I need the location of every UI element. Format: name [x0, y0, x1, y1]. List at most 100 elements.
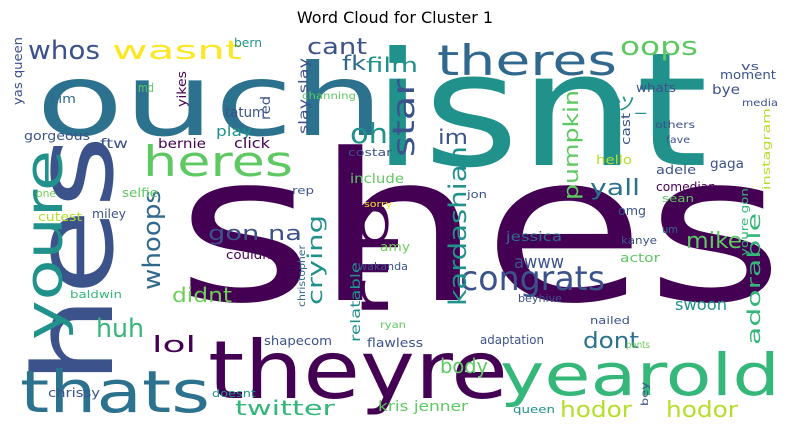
word-hodor-18: hodor	[560, 398, 633, 423]
word-pants-77: pants	[626, 340, 650, 351]
word-hes-5: hes	[10, 135, 138, 385]
word-isnt-1: isnt	[372, 19, 708, 203]
word-beyhive-79: beyhive	[518, 292, 562, 305]
word-ryan-70: ryan	[380, 320, 406, 331]
word-cast-91: cast	[619, 113, 633, 145]
word-comedian-87: comedian	[656, 180, 716, 194]
word-film-36: film	[366, 53, 418, 77]
word-bey-78: bey	[640, 382, 651, 406]
word-rip-10: rip	[344, 198, 400, 318]
word-jessica-80: jessica	[505, 230, 562, 245]
word-jon-86: jon	[466, 188, 487, 201]
word-huh-21: huh	[96, 314, 144, 344]
word-crying-25: crying	[303, 215, 327, 305]
word-christopher-67: christopher	[297, 244, 308, 307]
word-queen-74: queen	[513, 403, 555, 416]
word-red-47: red	[259, 96, 274, 120]
word-fave-92: fave	[666, 135, 690, 146]
word-couldnt-63: couldnt	[226, 248, 276, 262]
word-whos-12: whos	[28, 36, 100, 66]
word-congrats-11: congrats	[460, 259, 605, 299]
word-star-16: star	[387, 78, 422, 157]
word-youre-7: youre	[15, 150, 75, 340]
word-vs-98: vs	[741, 60, 759, 73]
word-ouch-2: ouch	[36, 42, 384, 159]
word-bernie-44: bernie	[158, 137, 206, 152]
word-youre-gon-95: youre gon	[738, 188, 751, 256]
word-um-83: um	[662, 223, 678, 236]
word-relatable-41: relatable	[349, 262, 364, 342]
word-tatum-42: tatum	[225, 105, 265, 121]
word-lol-26: lol	[152, 333, 196, 358]
word-yearold-4: yearold	[500, 341, 780, 409]
word-kardashian-15: kardashian	[444, 146, 472, 306]
word-yas-queen-53: yas queen	[11, 37, 25, 105]
word-nailed-76: nailed	[590, 314, 630, 327]
word-sean-84: sean	[662, 192, 694, 205]
word-oops-14: oops	[620, 32, 698, 62]
word-media-96: media	[742, 98, 778, 109]
word-adorable-28: adorable	[744, 213, 765, 345]
word-actor-81: actor	[620, 251, 660, 265]
word-amy-65: amy	[380, 240, 410, 254]
word-ftw-45: ftw	[100, 137, 129, 152]
word-sorry-64: sorry	[364, 200, 393, 210]
word-bye-100: bye	[712, 83, 740, 98]
word-mike-29: mike	[686, 229, 742, 254]
word-kanye-82: kanye	[621, 234, 657, 247]
word-miley-59: miley	[92, 207, 126, 221]
word-kim-51: kim	[50, 92, 76, 106]
word-twitter-33: twitter	[235, 396, 336, 420]
word-doesnt-73: doesnt	[212, 387, 257, 400]
word-pumpkin-24: pumpkin	[559, 90, 583, 200]
chart-title: Word Cloud for Cluster 1	[296, 8, 494, 27]
word-yall-30: yall	[590, 176, 640, 201]
word-didnt-27: didnt	[172, 283, 232, 307]
word-include-57: include	[350, 172, 404, 187]
word-play-43: play	[216, 124, 252, 140]
word-theyre-3: theyre	[208, 324, 508, 417]
word-channing-55: channing	[302, 91, 356, 102]
word-theres-8: theres	[437, 36, 617, 85]
word-yikes-49: yikes	[175, 71, 189, 107]
word-gorgeous-52: gorgeous	[24, 129, 90, 143]
word-im-37: im	[438, 125, 468, 149]
word-gaga-90: gaga	[710, 157, 744, 172]
word-thats-6: thats	[20, 358, 210, 426]
word-costar-56: costar	[348, 146, 393, 159]
word-bern-54: bern	[234, 36, 262, 50]
word-wasnt-13: wasnt	[112, 36, 242, 66]
word-adaptation-75: adaptation	[480, 333, 544, 347]
word-click-46: click	[234, 136, 271, 152]
word-dont-31: dont	[583, 329, 639, 354]
word-gon-na-22: gon na	[208, 221, 302, 245]
word-whoops-20: whoops	[138, 190, 166, 290]
word-adele-88: adele	[656, 163, 696, 177]
word-rep-60: rep	[292, 184, 314, 197]
word-moment-97: moment	[720, 68, 776, 82]
word-md-50: md	[138, 81, 154, 95]
word-omg-85: omg	[618, 204, 646, 218]
word-hello-89: hello	[596, 153, 632, 167]
word-baldwin-68: baldwin	[70, 288, 122, 301]
word-cutest-62: cutest	[38, 210, 82, 224]
word-chrissy-72: chrissy	[48, 386, 100, 400]
word-instagram-94: instagram	[760, 108, 773, 190]
word-slay-slay-48: slay slay	[297, 58, 312, 134]
word-body-32: body	[440, 354, 488, 378]
word-fk-35: fk	[342, 51, 367, 75]
word-heres-9: heres	[143, 137, 293, 186]
word-shes-0: shes	[176, 111, 784, 349]
word-oh-17: oh	[350, 117, 388, 150]
word-kris-jenner-40: kris jenner	[378, 399, 468, 415]
word-symbol-38: _ツ_	[603, 94, 647, 115]
word-shapecom-69: shapecom	[264, 334, 332, 348]
word-flawless-71: flawless	[367, 336, 423, 350]
word-hodor-19: hodor	[666, 398, 739, 423]
word-one-61: one	[36, 187, 56, 200]
word-others-93: others	[655, 120, 695, 131]
word-selfie-58: selfie	[122, 186, 158, 200]
word-whats-99: whats	[636, 81, 676, 95]
word-awww-34: awww	[514, 252, 564, 273]
